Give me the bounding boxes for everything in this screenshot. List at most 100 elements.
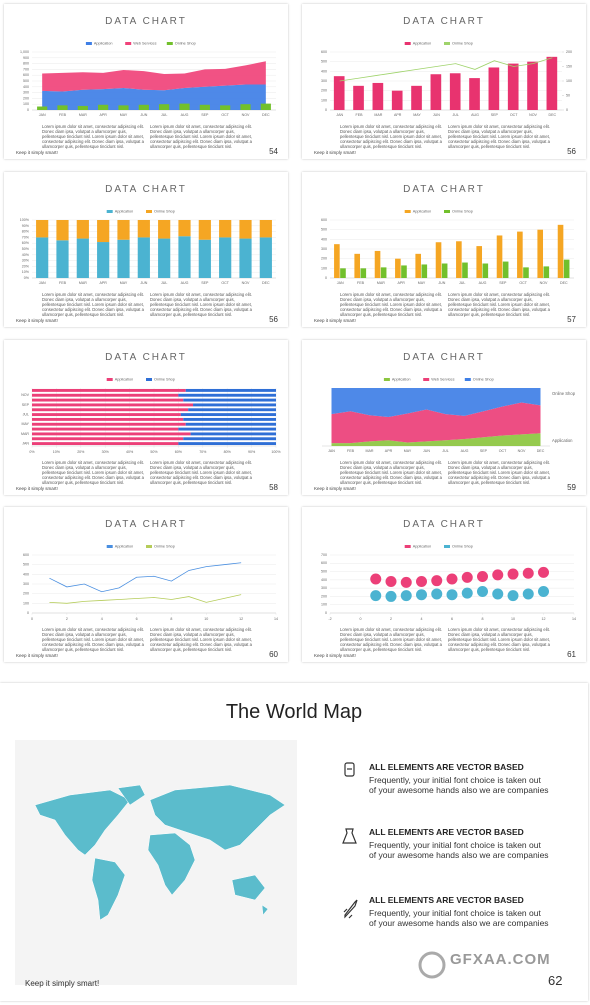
legend-label: Application: [115, 378, 134, 382]
slide: DATA CHART Application Online Shop 0% 10% 20%…: [4, 340, 288, 495]
y-tick-label: 0%: [24, 276, 30, 280]
bar: [98, 104, 109, 110]
bar: [401, 265, 407, 278]
x-category-label: JUL: [452, 113, 458, 117]
x-category-label: OCT: [510, 113, 518, 117]
legend-swatch: [125, 42, 132, 45]
bar: [220, 105, 231, 110]
slide-title: DATA CHART: [105, 519, 187, 530]
body-text: Lorem ipsum dolor sit amet, consectetur …: [42, 292, 144, 317]
bar-segment: [180, 413, 276, 417]
bar-segment: [198, 220, 211, 240]
y-tick-label: 300: [321, 247, 327, 251]
x-category-label: NOV: [529, 113, 537, 117]
legend-label: Online Shop: [452, 210, 473, 214]
bar: [118, 105, 129, 110]
page-number: 60: [269, 650, 278, 659]
bar: [37, 106, 48, 110]
y-tick-label: 600: [23, 553, 29, 557]
y2-tick-label: 0: [566, 108, 568, 112]
x-category-label: APR: [99, 281, 107, 285]
x-category-label: FEB: [357, 281, 365, 285]
x-tick-label: 2: [66, 617, 68, 621]
bar: [507, 63, 519, 110]
item-heading: ALL ELEMENTS ARE VECTOR BASED: [369, 762, 524, 772]
body-text: Lorem ipsum dolor sit amet, consectetur …: [448, 627, 550, 652]
bar: [435, 242, 442, 278]
x-category-label: JUN: [433, 113, 440, 117]
bar-segment: [239, 220, 252, 239]
legend-swatch: [106, 210, 113, 213]
item-text: Frequently, your initial font choice is …: [369, 908, 549, 928]
x-category-label: SEP: [201, 281, 209, 285]
y-tick-label: 0: [325, 611, 327, 615]
body-text: Lorem ipsum dolor sit amet, consectetur …: [448, 292, 550, 317]
bar-segment: [183, 437, 276, 441]
point: [370, 573, 382, 585]
bar: [482, 263, 489, 278]
slide: DATA CHART Application Online Shop 0% 10% 20%…: [4, 172, 288, 327]
point: [522, 588, 534, 600]
chart: Application Web Services Online Shop 0 100 20…: [20, 42, 276, 117]
x-category-label: JUN: [438, 281, 445, 285]
x-category-label: DEC: [537, 449, 545, 453]
x-category-label: NOV: [518, 449, 526, 453]
slide-title: DATA CHART: [403, 184, 485, 195]
x-tick-label: 4: [101, 617, 103, 621]
x-category-label: JAN: [336, 113, 343, 117]
body-text: Lorem ipsum dolor sit amet, consectetur …: [340, 124, 442, 149]
annotation: Online Shop: [552, 391, 576, 396]
bar-segment: [137, 237, 150, 278]
x-category-label: JAN: [337, 281, 344, 285]
x-category-label: AUG: [461, 449, 469, 453]
bar: [469, 78, 480, 110]
y-tick-label: 600: [321, 50, 327, 54]
legend-label: Application: [115, 210, 134, 214]
x-category-label: SEP: [499, 281, 507, 285]
bar: [354, 253, 361, 278]
bar: [421, 264, 428, 278]
bar-segment: [198, 239, 211, 278]
chart: Application Online Shop010020030040050060…: [321, 545, 576, 621]
bar: [395, 258, 401, 278]
bar: [563, 259, 570, 278]
area: [42, 61, 266, 92]
x-tick-label: -2: [328, 617, 331, 621]
x-category-label: DEC: [549, 113, 557, 117]
x-category-label: JUN: [140, 281, 147, 285]
body-text: Lorem ipsum dolor sit amet, consectetur …: [340, 460, 442, 485]
x-category-label: JUN: [140, 113, 147, 117]
bar: [179, 103, 190, 110]
bar-segment: [158, 220, 171, 239]
x-category-label: AUG: [181, 113, 189, 117]
x-tick-label: 12: [239, 617, 243, 621]
bar: [260, 103, 271, 110]
bar: [537, 229, 544, 278]
point: [492, 569, 504, 581]
y-tick-label: 700: [321, 553, 327, 557]
y-tick-label: 200: [23, 96, 29, 100]
y-tick-label: 400: [321, 578, 327, 582]
bar: [374, 250, 381, 278]
bar: [372, 82, 384, 110]
body-text: Lorem ipsum dolor sit amet, consectetur …: [42, 124, 144, 149]
legend-swatch: [383, 378, 390, 381]
x-category-label: MAY: [404, 449, 412, 453]
x-category-label: APR: [394, 113, 402, 117]
bar-segment: [183, 417, 276, 421]
point: [385, 576, 397, 588]
legend-swatch: [106, 378, 113, 381]
footer: Keep it simply smart!: [16, 150, 58, 155]
x-category-label: NOV: [242, 281, 250, 285]
bar-segment: [32, 403, 194, 407]
legend-label: Application: [413, 42, 432, 46]
y2-tick-label: 200: [566, 50, 572, 54]
x-tick-label: 10: [511, 617, 515, 621]
watermark: GFXAA.COM: [450, 951, 551, 968]
legend-swatch: [444, 210, 450, 213]
point: [522, 567, 534, 579]
legend-swatch: [146, 378, 152, 381]
y-tick-label: 90%: [22, 224, 30, 228]
x-tick-label: 6: [136, 617, 138, 621]
y-tick-label: 300: [321, 79, 327, 83]
